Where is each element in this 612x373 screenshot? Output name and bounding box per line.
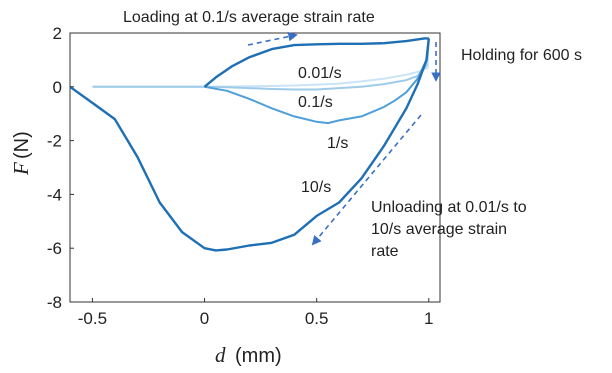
x-axis-unit: (mm) (235, 345, 282, 367)
series-line-rate-0-1 (92, 38, 430, 91)
annotation-loading: Loading at 0.1/s average strain rate (123, 9, 375, 26)
series-line-rate-1 (204, 38, 430, 125)
y-tick-label: 2 (53, 24, 62, 43)
y-tick-label: -2 (47, 132, 62, 151)
x-tick-label: 1 (424, 309, 433, 328)
annotation-rate-1: 1/s (327, 135, 348, 152)
y-axis-unit: (N) (11, 131, 33, 159)
unloading-arrow (311, 114, 422, 246)
annotation-rate-10: 10/s (301, 179, 331, 196)
plot-axes (69, 32, 441, 303)
y-tick-label: -8 (47, 293, 62, 312)
series-layer (69, 37, 430, 252)
x-tick-label: 0.5 (305, 309, 329, 328)
y-tick-label: -6 (47, 239, 62, 258)
loading-arrow (247, 31, 298, 46)
annotation-unloading-line2: 10/s average strain (371, 221, 507, 238)
y-tick-label: 0 (53, 78, 62, 97)
annotation-holding: Holding for 600 s (461, 47, 582, 64)
series-line-loading (203, 37, 429, 88)
series-line-rate-10 (69, 38, 430, 252)
ticks-layer: -0.5 0 0.5 1 2 0 -2 -4 -6 -8 (47, 24, 434, 328)
annotation-rate-0-1: 0.1/s (298, 94, 333, 111)
plot-frame (69, 32, 441, 303)
y-axis-symbol: F (9, 162, 33, 176)
annotation-unloading-line3: rate (371, 243, 399, 260)
annotation-rate-0-01: 0.01/s (298, 65, 342, 82)
x-tick-label: -0.5 (78, 309, 107, 328)
y-tick-label: -4 (47, 185, 62, 204)
x-axis-symbol: d (215, 343, 226, 367)
series-line-rate-0-01 (92, 38, 430, 88)
y-axis-label: F (N) (9, 131, 33, 176)
annotation-unloading-line1: Unloading at 0.01/s to (371, 199, 527, 216)
x-tick-label: 0 (200, 309, 209, 328)
